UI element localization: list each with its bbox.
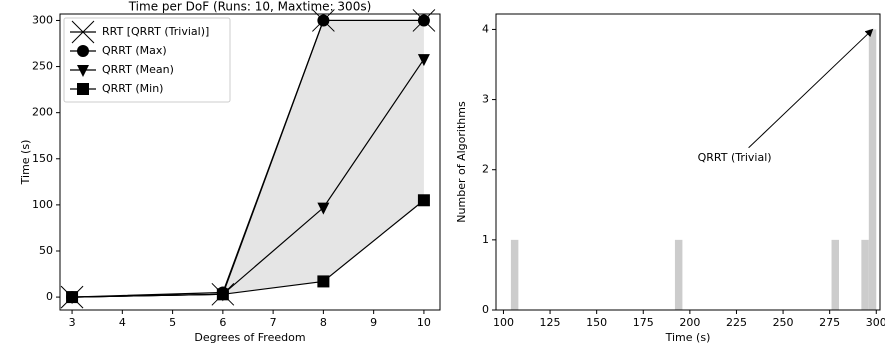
y-tick-label: 4	[482, 22, 489, 35]
x-tick-label: 175	[633, 316, 654, 329]
histogram-bar	[861, 239, 869, 310]
marker	[317, 14, 330, 27]
x-tick-label: 125	[540, 316, 561, 329]
plot-frame	[495, 13, 881, 311]
y-tick-label: 1	[482, 233, 489, 246]
y-tick-label: 150	[32, 152, 53, 165]
marker	[77, 45, 89, 57]
x-tick-label: 150	[586, 316, 607, 329]
marker	[216, 288, 229, 301]
series-line	[72, 199, 425, 298]
y-tick-label: 2	[482, 163, 489, 176]
y-tick-label: 50	[39, 244, 53, 257]
x-axis-label: Time (s)	[665, 331, 711, 344]
histogram-bar	[831, 239, 839, 310]
histogram-bar	[510, 239, 519, 310]
marker	[66, 291, 79, 304]
legend: RRT [QRRT (Trivial)] QRRT (Max) QRRT (Mean…	[63, 17, 231, 103]
range-fill	[72, 20, 424, 298]
marker	[417, 54, 430, 67]
histogram-bar	[674, 239, 683, 310]
annotation: QRRT (Trivial)	[698, 151, 772, 164]
plot-frame	[59, 13, 441, 311]
y-axis-label: Number of Algorithms	[455, 101, 468, 223]
x-tick-label: 100	[493, 316, 514, 329]
annotation-arrow	[748, 28, 874, 149]
x-tick-label: 4	[119, 316, 126, 329]
y-axis-label: Time (s)	[19, 140, 32, 186]
marker	[71, 20, 95, 44]
y-tick-label: 0	[46, 290, 53, 303]
x-tick-label: 6	[219, 316, 226, 329]
x-tick-label: 7	[270, 316, 277, 329]
legend-label: QRRT (Max)	[102, 44, 167, 57]
x-axis-label: Degrees of Freedom	[194, 331, 305, 344]
x-tick-label: 9	[370, 316, 377, 329]
y-tick-label: 250	[32, 60, 53, 73]
marker	[417, 194, 430, 207]
x-tick-label: 10	[417, 316, 431, 329]
marker	[317, 275, 330, 288]
x-tick-label: 275	[819, 316, 840, 329]
x-tick-label: 225	[726, 316, 747, 329]
histogram-bar	[868, 29, 877, 311]
legend-label: QRRT (Min)	[102, 82, 163, 95]
chart-title: Time per DoF (Runs: 10, Maxtime: 300s)	[128, 0, 372, 14]
x-tick-label: 5	[169, 316, 176, 329]
x-tick-label: 3	[69, 316, 76, 329]
x-tick-label: 200	[679, 316, 700, 329]
y-tick-label: 300	[32, 13, 53, 26]
marker	[77, 65, 89, 77]
legend-label: RRT [QRRT (Trivial)]	[102, 25, 209, 38]
y-tick-label: 200	[32, 106, 53, 119]
marker	[77, 83, 89, 95]
y-tick-label: 0	[482, 303, 489, 316]
legend-label: QRRT (Mean)	[102, 63, 174, 76]
marker	[317, 202, 330, 215]
x-tick-label: 300	[866, 316, 885, 329]
y-tick-label: 3	[482, 93, 489, 106]
marker	[417, 14, 430, 27]
legend-box	[63, 17, 231, 103]
y-tick-label: 100	[32, 198, 53, 211]
x-tick-label: 250	[773, 316, 794, 329]
series-line	[72, 19, 424, 298]
x-tick-label: 8	[320, 316, 327, 329]
